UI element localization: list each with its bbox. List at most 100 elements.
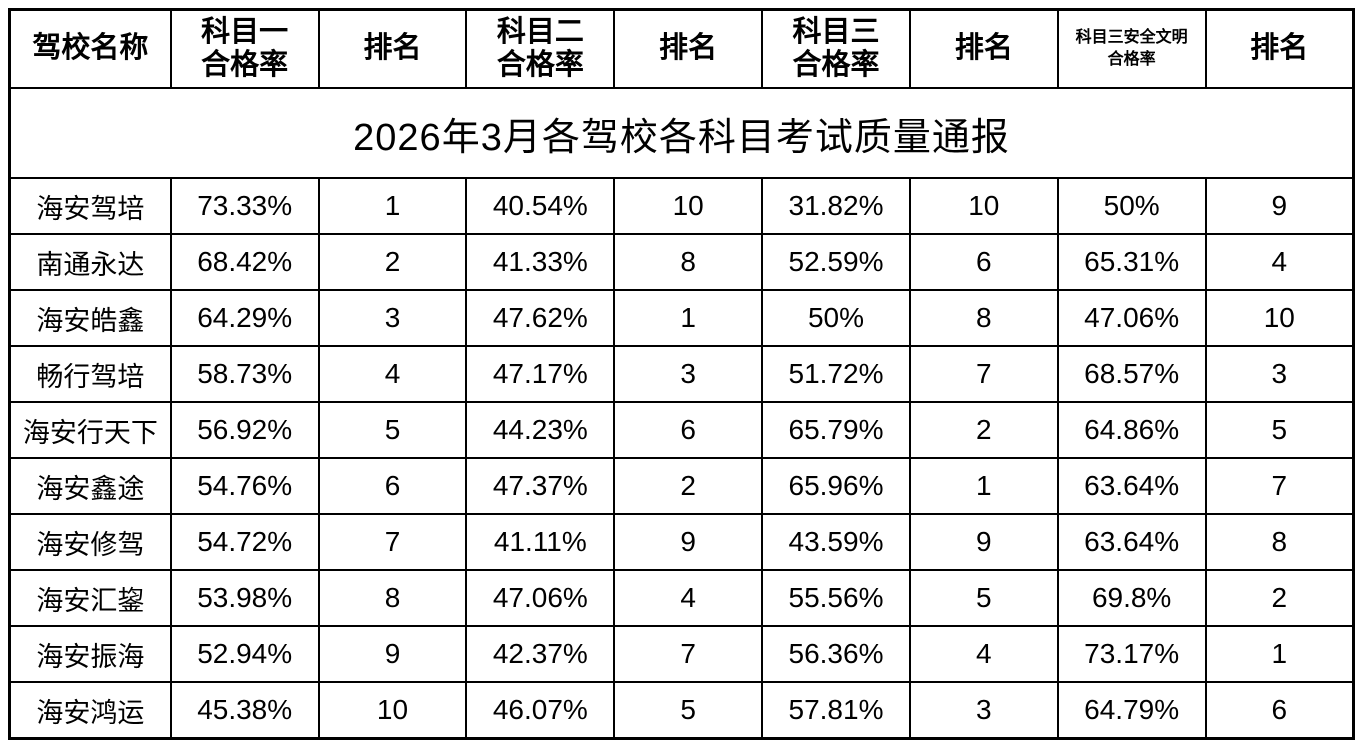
rank-cell: 6 <box>613 401 764 459</box>
pass-rate-cell: 73.17% <box>1056 625 1207 683</box>
table-header-row: 驾校名称 科目一 合格率 排名 科目二 合格率 排名 科目三 合格率 排名 科目三安全文明 合格率 排名 <box>8 8 1355 89</box>
column-header-8: 排名 <box>1204 8 1355 89</box>
pass-rate-cell: 55.56% <box>761 569 911 627</box>
school-name-cell: 海安皓鑫 <box>8 289 172 347</box>
pass-rate-cell: 63.64% <box>1056 513 1207 571</box>
pass-rate-cell: 64.79% <box>1056 681 1207 740</box>
rank-cell: 2 <box>1204 569 1355 627</box>
table-row-4: 海安行天下 56.92% 5 44.23% 6 65.79% 2 64.86% 5 <box>8 401 1355 459</box>
rank-cell: 6 <box>908 233 1059 291</box>
pass-rate-cell: 54.72% <box>169 513 320 571</box>
pass-rate-cell: 73.33% <box>169 177 320 235</box>
pass-rate-cell: 46.07% <box>465 681 616 740</box>
column-header-0: 驾校名称 <box>8 8 172 89</box>
pass-rate-cell: 53.98% <box>169 569 320 627</box>
table-body: 海安驾培 73.33% 1 40.54% 10 31.82% 10 50% 9 南通永达 68.42… <box>8 177 1355 740</box>
pass-rate-cell: 44.23% <box>465 401 616 459</box>
table-row-3: 畅行驾培 58.73% 4 47.17% 3 51.72% 7 68.57% 3 <box>8 345 1355 403</box>
pass-rate-cell: 58.73% <box>169 345 320 403</box>
pass-rate-cell: 47.06% <box>465 569 616 627</box>
table-row-9: 海安鸿运 45.38% 10 46.07% 5 57.81% 3 64.79% 6 <box>8 681 1355 740</box>
rank-cell: 10 <box>317 681 468 740</box>
rank-cell: 9 <box>1204 177 1355 235</box>
rank-cell: 1 <box>908 457 1059 515</box>
pass-rate-cell: 47.37% <box>465 457 616 515</box>
pass-rate-cell: 50% <box>1056 177 1207 235</box>
pass-rate-cell: 41.11% <box>465 513 616 571</box>
rank-cell: 1 <box>317 177 468 235</box>
table-header-row-container: 驾校名称 科目一 合格率 排名 科目二 合格率 排名 科目三 合格率 排名 科目三安全文明 合格率 排名 <box>8 8 1355 89</box>
rank-cell: 6 <box>317 457 468 515</box>
school-name-cell: 海安修驾 <box>8 513 172 571</box>
pass-rate-cell: 56.92% <box>169 401 320 459</box>
table-row-6: 海安修驾 54.72% 7 41.11% 9 43.59% 9 63.64% 8 <box>8 513 1355 571</box>
rank-cell: 1 <box>613 289 764 347</box>
rank-cell: 3 <box>1204 345 1355 403</box>
rank-cell: 4 <box>908 625 1059 683</box>
pass-rate-cell: 65.31% <box>1056 233 1207 291</box>
pass-rate-cell: 68.57% <box>1056 345 1207 403</box>
rank-cell: 4 <box>613 569 764 627</box>
rank-cell: 8 <box>613 233 764 291</box>
school-name-cell: 海安汇鋆 <box>8 569 172 627</box>
pass-rate-cell: 69.8% <box>1056 569 1207 627</box>
rank-cell: 5 <box>613 681 764 740</box>
pass-rate-cell: 40.54% <box>465 177 616 235</box>
rank-cell: 8 <box>908 289 1059 347</box>
table-row-2: 海安皓鑫 64.29% 3 47.62% 1 50% 8 47.06% 10 <box>8 289 1355 347</box>
column-header-6: 排名 <box>908 8 1059 89</box>
pass-rate-cell: 50% <box>761 289 911 347</box>
pass-rate-cell: 57.81% <box>761 681 911 740</box>
pass-rate-cell: 43.59% <box>761 513 911 571</box>
rank-cell: 5 <box>1204 401 1355 459</box>
rank-cell: 2 <box>613 457 764 515</box>
pass-rate-cell: 56.36% <box>761 625 911 683</box>
school-name-cell: 海安驾培 <box>8 177 172 235</box>
pass-rate-cell: 52.59% <box>761 233 911 291</box>
column-header-4: 排名 <box>613 8 764 89</box>
school-name-cell: 海安鸿运 <box>8 681 172 740</box>
pass-rate-cell: 63.64% <box>1056 457 1207 515</box>
title-row: 2026年3月各驾校各科目考试质量通报 <box>8 87 1355 179</box>
pass-rate-cell: 31.82% <box>761 177 911 235</box>
school-name-cell: 海安振海 <box>8 625 172 683</box>
school-name-cell: 南通永达 <box>8 233 172 291</box>
rank-cell: 8 <box>317 569 468 627</box>
table-row-7: 海安汇鋆 53.98% 8 47.06% 4 55.56% 5 69.8% 2 <box>8 569 1355 627</box>
rank-cell: 1 <box>1204 625 1355 683</box>
rank-cell: 4 <box>317 345 468 403</box>
pass-rate-cell: 64.86% <box>1056 401 1207 459</box>
rank-cell: 3 <box>317 289 468 347</box>
rank-cell: 7 <box>613 625 764 683</box>
pass-rate-cell: 47.62% <box>465 289 616 347</box>
rank-cell: 8 <box>1204 513 1355 571</box>
pass-rate-cell: 47.17% <box>465 345 616 403</box>
rank-cell: 3 <box>613 345 764 403</box>
rank-cell: 5 <box>317 401 468 459</box>
pass-rate-cell: 41.33% <box>465 233 616 291</box>
rank-cell: 4 <box>1204 233 1355 291</box>
table-row-5: 海安鑫途 54.76% 6 47.37% 2 65.96% 1 63.64% 7 <box>8 457 1355 515</box>
column-header-7: 科目三安全文明 合格率 <box>1056 8 1207 89</box>
pass-rate-cell: 54.76% <box>169 457 320 515</box>
pass-rate-cell: 47.06% <box>1056 289 1207 347</box>
rank-cell: 10 <box>1204 289 1355 347</box>
column-header-1: 科目一 合格率 <box>169 8 320 89</box>
rank-cell: 2 <box>908 401 1059 459</box>
table-row-0: 海安驾培 73.33% 1 40.54% 10 31.82% 10 50% 9 <box>8 177 1355 235</box>
school-name-cell: 海安行天下 <box>8 401 172 459</box>
exam-quality-table: 2026年3月各驾校各科目考试质量通报 驾校名称 科目一 合格率 排名 科目二 合格率 排名… <box>8 8 1355 740</box>
rank-cell: 7 <box>908 345 1059 403</box>
rank-cell: 7 <box>317 513 468 571</box>
report-title: 2026年3月各驾校各科目考试质量通报 <box>8 87 1355 179</box>
pass-rate-cell: 65.96% <box>761 457 911 515</box>
rank-cell: 9 <box>317 625 468 683</box>
rank-cell: 5 <box>908 569 1059 627</box>
table-row-1: 南通永达 68.42% 2 41.33% 8 52.59% 6 65.31% 4 <box>8 233 1355 291</box>
pass-rate-cell: 64.29% <box>169 289 320 347</box>
table-row-8: 海安振海 52.94% 9 42.37% 7 56.36% 4 73.17% 1 <box>8 625 1355 683</box>
column-header-3: 科目二 合格率 <box>465 8 616 89</box>
rank-cell: 9 <box>908 513 1059 571</box>
pass-rate-cell: 42.37% <box>465 625 616 683</box>
